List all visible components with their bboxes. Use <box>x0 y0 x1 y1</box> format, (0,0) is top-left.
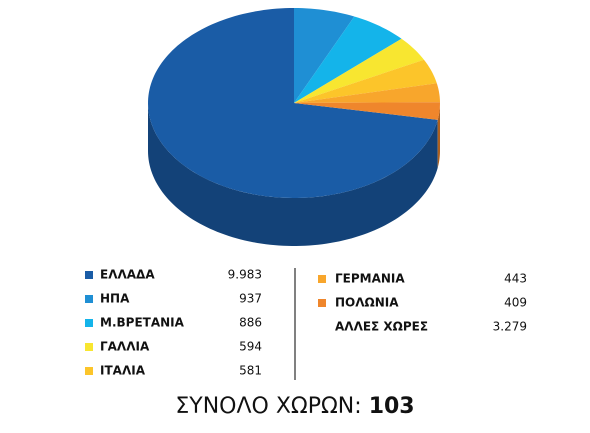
legend-value: 3.279 <box>493 320 527 334</box>
slice-side <box>148 103 438 246</box>
legend-label: ΕΛΛΑΔΑ <box>100 268 155 282</box>
total-label: ΣΥΝΟΛΟ ΧΩΡΩΝ: <box>175 394 361 419</box>
legend-label: ΠΟΛΩΝΙΑ <box>335 296 399 310</box>
legend-label: ΑΛΛΕΣ ΧΩΡΕΣ <box>335 320 428 334</box>
slice <box>148 8 438 198</box>
total: ΣΥΝΟΛΟ ΧΩΡΩΝ: 103 <box>175 394 414 419</box>
legend-marker <box>85 367 93 375</box>
slice <box>294 8 355 103</box>
legend-label: ΙΤΑΛΙΑ <box>100 364 146 378</box>
legend-value: 9.983 <box>228 268 262 282</box>
total-value: 103 <box>369 394 415 419</box>
legend-label: ΓΑΛΛΙΑ <box>100 340 150 354</box>
legend-value: 443 <box>504 272 527 286</box>
legend-marker <box>85 271 93 279</box>
legend-marker <box>85 343 93 351</box>
legend-value: 594 <box>239 340 262 354</box>
slice <box>294 59 437 103</box>
legend-marker <box>318 299 326 307</box>
legend-value: 581 <box>239 364 262 378</box>
slice-side <box>437 103 440 168</box>
legend-label: ΓΕΡΜΑΝΙΑ <box>335 272 405 286</box>
slice <box>294 102 440 120</box>
legend-marker <box>85 295 93 303</box>
legend-value: 409 <box>504 296 527 310</box>
legend-label: ΗΠΑ <box>100 292 130 306</box>
legend-value: 937 <box>239 292 262 306</box>
legend-value: 886 <box>239 316 262 330</box>
slice <box>294 83 440 103</box>
slice <box>294 16 402 103</box>
slice <box>294 38 424 103</box>
legend-marker <box>85 319 93 327</box>
legend-label: Μ.ΒΡΕΤΑΝΙΑ <box>100 316 185 330</box>
legend-marker <box>318 275 326 283</box>
